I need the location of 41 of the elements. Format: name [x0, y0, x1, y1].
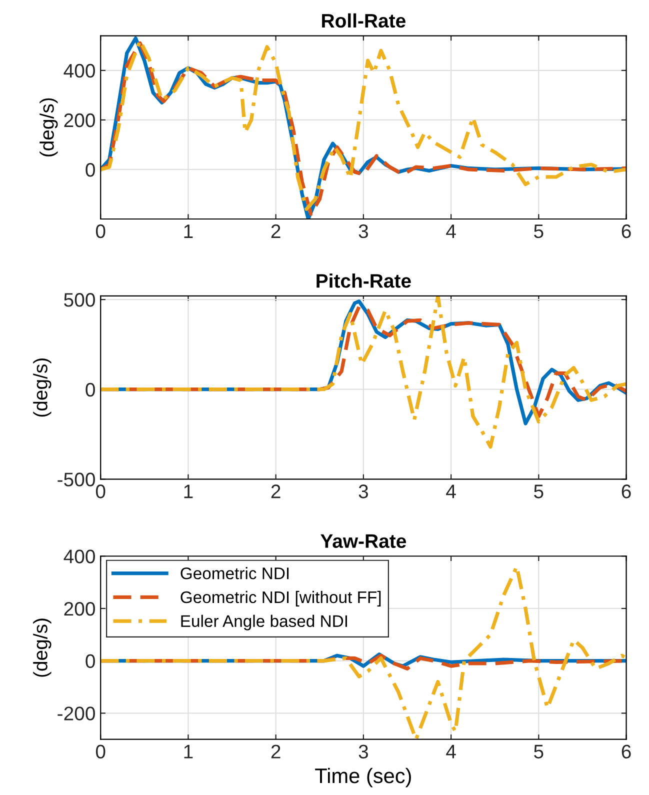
x-tick-label: 3	[358, 484, 368, 498]
x-tick-label: 2	[271, 224, 280, 238]
y-axis-title: (deg/s)	[40, 98, 58, 156]
legend-label: Euler Angle based NDI	[181, 614, 347, 630]
y-tick-label: 400	[64, 64, 95, 78]
chart-title: Pitch-Rate	[316, 274, 411, 288]
x-tick-label: 4	[446, 484, 456, 498]
y-tick-label: -200	[58, 706, 95, 720]
x-tick-label: 6	[622, 224, 631, 238]
y-tick-label: 200	[64, 602, 95, 616]
y-tick-label: -500	[58, 472, 95, 486]
chart-title: Yaw-Rate	[320, 534, 406, 548]
x-tick-label: 2	[271, 484, 280, 498]
x-tick-label: 2	[271, 744, 280, 758]
y-axis-title: (deg/s)	[33, 358, 52, 417]
x-tick-label: 3	[358, 744, 368, 758]
x-tick-label: 3	[358, 224, 368, 238]
x-tick-label: 5	[534, 744, 544, 758]
legend-label: Geometric NDI	[180, 567, 289, 580]
y-tick-label: 0	[86, 654, 95, 668]
x-tick-label: 5	[534, 224, 544, 238]
y-axis-title: (deg/s)	[33, 618, 52, 677]
legend-label: Geometric NDI [without FF]	[180, 590, 381, 606]
y-tick-label: 500	[64, 293, 95, 307]
y-tick-label: 200	[64, 113, 95, 128]
x-tick-label: 0	[96, 224, 106, 238]
x-tick-label: 1	[184, 484, 193, 498]
x-tick-label: 5	[534, 484, 544, 498]
x-tick-label: 4	[446, 224, 456, 238]
x-tick-label: 1	[184, 224, 193, 238]
chart-title: Roll-Rate	[322, 13, 406, 28]
x-tick-label: 4	[446, 744, 456, 758]
x-axis-title: Time (sec)	[315, 768, 411, 788]
y-tick-label: 0	[86, 162, 95, 177]
x-tick-label: 1	[184, 744, 193, 758]
y-tick-label: 400	[64, 550, 95, 564]
x-tick-label: 6	[622, 744, 631, 758]
x-tick-label: 0	[96, 484, 106, 498]
x-tick-label: 6	[622, 484, 631, 498]
y-tick-label: 0	[86, 382, 95, 397]
x-tick-label: 0	[96, 744, 106, 758]
